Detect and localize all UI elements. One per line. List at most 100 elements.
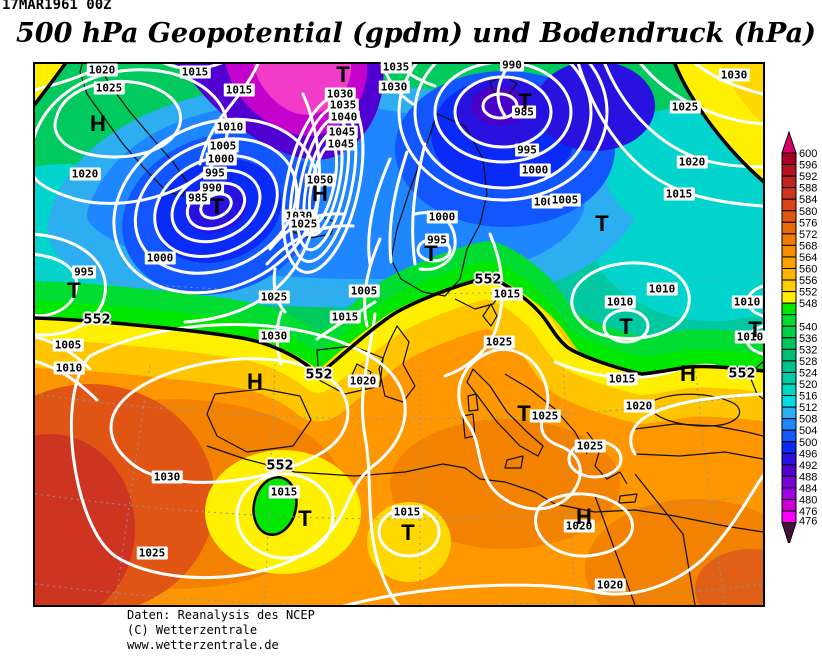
scale-label: 600 (799, 148, 817, 160)
pressure-label: 1010 (647, 283, 678, 296)
pressure-label: 1045 (326, 138, 357, 151)
weather-map: 1020101510251015103510301030103510401045… (33, 62, 765, 607)
pressure-label: 1000 (520, 164, 551, 177)
scale-label: 500 (799, 437, 817, 449)
scale-label: 564 (799, 252, 817, 264)
scale-label: 528 (799, 356, 817, 368)
low-marker: T (748, 317, 761, 343)
map-label-overlay: 1020101510251015103510301030103510401045… (35, 64, 763, 605)
footer-line-url: www.wetterzentrale.de (127, 638, 315, 653)
scale-band (782, 269, 796, 281)
low-marker: T (595, 211, 608, 237)
scale-label: 576 (799, 217, 817, 229)
low-marker: T (517, 401, 530, 427)
pressure-label: 1015 (607, 373, 638, 386)
pressure-label: 1030 (719, 69, 750, 82)
scale-label: 588 (799, 183, 817, 195)
scale-band (782, 315, 796, 327)
high-marker: H (680, 361, 696, 387)
pressure-label: 1025 (670, 101, 701, 114)
scale-band (782, 165, 796, 177)
scale-band (782, 338, 796, 350)
scale-label: 536 (799, 333, 817, 345)
low-marker: T (401, 520, 414, 546)
scale-band (782, 476, 796, 488)
low-marker: T (619, 314, 632, 340)
scale-band (782, 349, 796, 361)
scale-label: 592 (799, 171, 817, 183)
scale-band (782, 245, 796, 257)
pressure-label: 1015 (330, 311, 361, 324)
scale-band (782, 234, 796, 246)
pressure-label: 1020 (624, 400, 655, 413)
geopotential-552-label: 552 (305, 368, 332, 383)
pressure-label: 1020 (87, 64, 118, 77)
geopotential-552-label: 552 (728, 367, 755, 382)
scale-band (782, 188, 796, 200)
scale-band (782, 453, 796, 465)
scale-band (782, 303, 796, 315)
pressure-label: 1010 (732, 296, 763, 309)
scale-label: 488 (799, 471, 817, 483)
scale-label: 524 (799, 367, 817, 379)
scale-band (782, 407, 796, 419)
scale-label: 556 (799, 275, 817, 287)
page-title: 500 hPa Geopotential (gpdm) und Bodendru… (16, 18, 816, 49)
high-marker: H (576, 504, 592, 530)
low-marker: T (518, 89, 531, 115)
pressure-label: 1015 (392, 506, 423, 519)
pressure-label: 1030 (379, 81, 410, 94)
scale-label: 476 (799, 516, 817, 528)
pressure-label: 1000 (145, 252, 176, 265)
scale-band (782, 292, 796, 304)
scale-band (782, 430, 796, 442)
pressure-label: 1015 (180, 66, 211, 79)
color-scale: 6005965925885845805765725685645605565525… (779, 131, 822, 543)
scale-band (782, 199, 796, 211)
pressure-label: 1030 (259, 330, 290, 343)
scale-band (782, 442, 796, 454)
pressure-label: 1025 (484, 336, 515, 349)
pressure-label: 1040 (329, 111, 360, 124)
scale-label: 568 (799, 240, 817, 252)
scale-label: 516 (799, 391, 817, 403)
scale-band (782, 488, 796, 500)
weather-chart-page: 17MAR1961 00Z 500 hPa Geopotential (gpdm… (0, 0, 822, 656)
footer-credits: Daten: Reanalysis des NCEP (C) Wetterzen… (127, 608, 315, 653)
pressure-label: 1030 (152, 471, 183, 484)
scale-band (782, 396, 796, 408)
scale-label: 540 (799, 321, 817, 333)
low-marker: T (336, 62, 349, 88)
scale-band (782, 465, 796, 477)
scale-arrow (782, 523, 796, 543)
footer-line-source: Daten: Reanalysis des NCEP (127, 608, 315, 623)
pressure-label: 990 (500, 59, 524, 72)
scale-label: 480 (799, 495, 817, 507)
scale-label: 484 (799, 483, 817, 495)
scale-label: 548 (799, 298, 817, 310)
scale-band (782, 280, 796, 292)
scale-band (782, 326, 796, 338)
geopotential-552-label: 552 (266, 459, 293, 474)
pressure-label: 1015 (492, 288, 523, 301)
low-marker: T (67, 278, 80, 304)
pressure-label: 1025 (94, 82, 125, 95)
scale-band (782, 500, 796, 512)
scale-band (782, 153, 796, 165)
pressure-label: 1020 (348, 375, 379, 388)
scale-label: 596 (799, 160, 817, 172)
scale-label: 492 (799, 460, 817, 472)
pressure-label: 995 (515, 144, 539, 157)
geopotential-552-label: 552 (83, 313, 110, 328)
scale-band (782, 384, 796, 396)
pressure-label: 1025 (530, 410, 561, 423)
scale-label: 560 (799, 264, 817, 276)
pressure-label: 1020 (70, 168, 101, 181)
pressure-label: 995 (203, 167, 227, 180)
high-marker: H (247, 369, 263, 395)
pressure-label: 1010 (54, 362, 85, 375)
pressure-label: 1015 (664, 188, 695, 201)
pressure-label: 1025 (259, 291, 290, 304)
pressure-label: 1025 (289, 218, 320, 231)
pressure-label: 1005 (53, 339, 84, 352)
